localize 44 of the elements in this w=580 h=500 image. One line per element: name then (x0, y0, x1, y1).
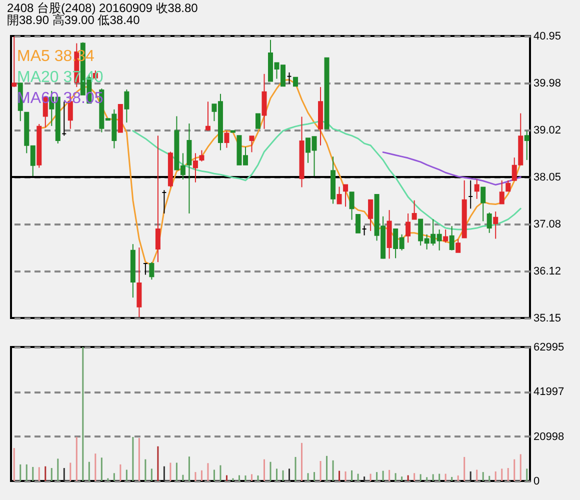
candlestick (493, 211, 498, 240)
line-series (382, 151, 522, 186)
candlestick (486, 212, 492, 234)
candlestick (255, 113, 260, 129)
y-tick-label: 62995 (534, 342, 564, 354)
candlestick (136, 247, 142, 318)
candlestick (368, 199, 374, 232)
candlestick (192, 152, 198, 183)
candlestick (249, 136, 254, 153)
candlestick (480, 186, 486, 222)
y-tick-label: 40.95 (534, 30, 562, 42)
candlestick (356, 214, 361, 234)
candlestick (449, 226, 454, 251)
candlestick (406, 212, 411, 244)
candlestick (149, 262, 154, 280)
candlestick (205, 101, 210, 132)
y-tick-label: 39.98 (534, 78, 562, 90)
candlestick (124, 88, 130, 124)
candlestick (524, 130, 530, 160)
candlestick (456, 238, 461, 253)
candlestick (336, 186, 342, 204)
candlestick (262, 73, 267, 130)
y-tick-label: 41997 (534, 386, 564, 398)
candlestick (506, 180, 511, 192)
y-tick-label: 36.12 (534, 265, 562, 278)
candlestick (199, 150, 204, 162)
chart-title: 2408 台股(2408) 20160909 收38.80 (7, 1, 198, 15)
candlestick (12, 36, 17, 88)
chart-subtitle: 開38.90 高39.00 低38.40 (7, 13, 140, 27)
candlestick (499, 180, 504, 204)
candlestick (155, 135, 160, 263)
candlestick (474, 178, 480, 200)
candlestick (224, 130, 230, 148)
candlestick (349, 192, 354, 220)
candlestick (412, 200, 417, 220)
line-series (132, 120, 522, 230)
y-tick-label: 39.02 (534, 124, 562, 136)
y-tick-label: 35.15 (534, 312, 562, 324)
y-tick-label: 0 (534, 476, 540, 488)
y-tick-label: 38.05 (534, 172, 562, 184)
y-tick-label: 20998 (534, 430, 564, 443)
candlestick (443, 229, 448, 244)
y-tick-label: 37.08 (534, 218, 562, 231)
candlestick (343, 184, 348, 208)
